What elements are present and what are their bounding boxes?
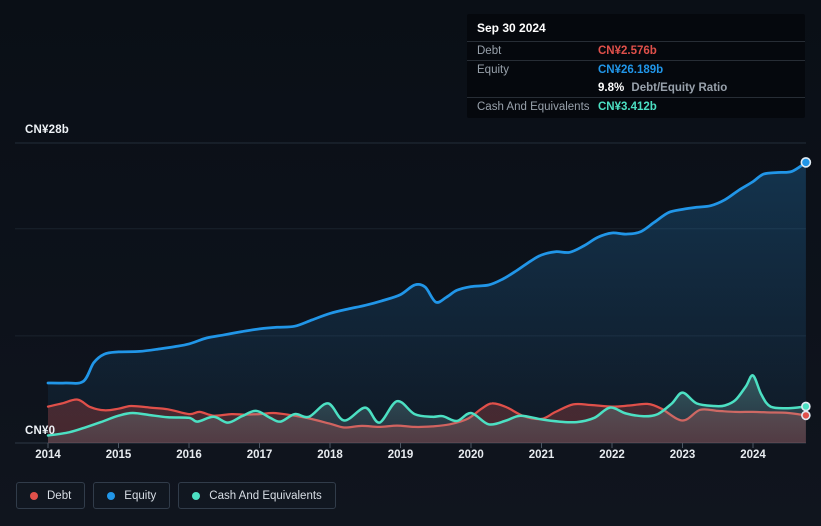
debt-color-dot-icon	[30, 491, 38, 500]
chart-tooltip: Sep 30 2024 Debt CN¥2.576b Equity CN¥26.…	[467, 14, 805, 118]
tooltip-debt-label: Debt	[477, 45, 502, 57]
tooltip-row-ratio: 9.8% Debt/Equity Ratio	[467, 79, 805, 97]
tooltip-ratio-value: 9.8% Debt/Equity Ratio	[598, 82, 727, 94]
ratio-percent: 9.8%	[598, 82, 625, 94]
cash-area	[48, 375, 806, 443]
tooltip-date: Sep 30 2024	[477, 21, 546, 35]
tooltip-debt-value: CN¥2.576b	[598, 45, 657, 57]
x-axis-label-2014: 2014	[35, 449, 61, 461]
legend-item-debt[interactable]: Debt	[16, 482, 86, 509]
x-axis-label-2023: 2023	[669, 449, 696, 461]
tooltip-row-equity: Equity CN¥26.189b	[467, 60, 805, 79]
legend-item-cash[interactable]: Cash And Equivalents	[178, 482, 336, 509]
x-axis-label-2020: 2020	[458, 449, 484, 461]
y-axis-label-min: CN¥0	[25, 425, 56, 437]
x-axis-label-2015: 2015	[105, 449, 132, 461]
cash-color-dot-icon	[192, 491, 201, 500]
ratio-caption: Debt/Equity Ratio	[631, 82, 728, 94]
legend-item-equity-label: Equity	[124, 489, 157, 502]
legend-item-cash-label: Cash And Equivalents	[209, 489, 322, 502]
x-axis-label-2018: 2018	[317, 449, 343, 461]
x-axis-label-2024: 2024	[740, 449, 766, 461]
tooltip-row-debt: Debt CN¥2.576b	[467, 41, 805, 60]
equity-line	[46, 161, 808, 385]
x-axis-label-2022: 2022	[599, 449, 625, 461]
x-axis-label-2017: 2017	[246, 449, 273, 461]
x-axis-label-2021: 2021	[528, 449, 555, 461]
legend: Debt Equity Cash And Equivalents	[16, 482, 336, 509]
tooltip-equity-value: CN¥26.189b	[598, 64, 664, 76]
equity-color-dot-icon	[107, 491, 116, 500]
legend-item-equity[interactable]: Equity	[93, 482, 171, 509]
equity-end-marker[interactable]	[800, 157, 812, 168]
tooltip-equity-label: Equity	[477, 64, 509, 76]
tooltip-cash-value: CN¥3.412b	[598, 101, 657, 113]
y-axis-label-max: CN¥28b	[25, 124, 70, 136]
cash-line	[46, 374, 808, 437]
x-axis-label-2016: 2016	[176, 449, 202, 461]
equity-area	[48, 162, 806, 443]
debt-end-marker[interactable]	[801, 410, 811, 421]
legend-item-debt-label: Debt	[47, 489, 72, 502]
x-axis-label-2019: 2019	[387, 449, 414, 461]
tooltip-row-cash: Cash And Equivalents CN¥3.412b	[467, 97, 805, 116]
tooltip-cash-label: Cash And Equivalents	[477, 101, 590, 113]
cash-end-marker[interactable]	[801, 401, 811, 412]
